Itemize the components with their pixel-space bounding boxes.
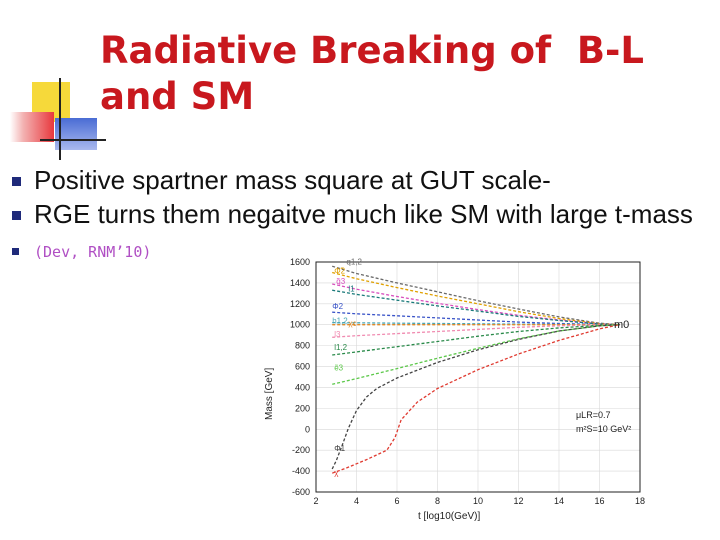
x-tick-label: 6 xyxy=(394,496,399,506)
y-tick-label: 400 xyxy=(295,382,310,392)
annotation-m0: m0 xyxy=(614,319,629,331)
series-label: l1,2 xyxy=(334,343,347,352)
bullet-text: RGE turns them negaitve much like SM wit… xyxy=(34,199,693,229)
x-axis-label: t [log10(GeV)] xyxy=(418,511,480,522)
x-tick-label: 16 xyxy=(594,496,604,506)
bullet-text: Positive spartner mass square at GUT sca… xyxy=(34,165,551,195)
x-tick-label: 18 xyxy=(635,496,645,506)
series-line xyxy=(332,289,620,326)
x-tick-label: 12 xyxy=(513,496,523,506)
series-line xyxy=(331,324,620,474)
citation-text: (Dev, RNM’10) xyxy=(34,243,152,261)
bullet-square-icon xyxy=(12,248,19,255)
y-tick-label: 0 xyxy=(305,424,310,434)
y-tick-label: -600 xyxy=(292,487,310,497)
annotation-ms2: m²S=10 GeV² xyxy=(576,424,631,434)
bullet-item: Positive spartner mass square at GUT sca… xyxy=(12,165,694,195)
series-label: Φ2 xyxy=(332,302,343,311)
series-label: Φ̃2 xyxy=(334,267,345,276)
y-tick-label: 1200 xyxy=(290,299,310,309)
series-line xyxy=(332,324,620,356)
series-label: l3 xyxy=(334,330,341,339)
chart-ticks: 2 4 6 8 10 12 14 16 18 1600 1400 1200 1000 800 600 400 2… xyxy=(290,257,645,506)
y-tick-label: -200 xyxy=(292,445,310,455)
series-line xyxy=(332,311,620,326)
decor-horizontal-line xyxy=(40,139,106,141)
y-tick-label: 200 xyxy=(295,403,310,413)
bullet-list: Positive spartner mass square at GUT sca… xyxy=(12,165,694,261)
decor-vertical-line xyxy=(59,78,61,160)
x-tick-label: 8 xyxy=(435,496,440,506)
series-label: h1,2 xyxy=(332,317,348,326)
annotation-mu-lr: μLR=0.7 xyxy=(576,410,610,420)
series-label: ẽ3 xyxy=(334,364,343,373)
bullet-item: RGE turns them negaitve much like SM wit… xyxy=(12,199,694,229)
mass-running-chart: 2 4 6 8 10 12 14 16 18 1600 1400 1200 1000 800 600 400 2… xyxy=(256,250,652,526)
slide-title: Radiative Breaking of B-L and SM xyxy=(100,29,644,118)
y-tick-label: 1400 xyxy=(290,278,310,288)
y-tick-label: -400 xyxy=(292,466,310,476)
series-label: q1,2 xyxy=(346,258,362,267)
chart-background xyxy=(256,250,652,526)
chart-series-labels: q1,2Φ̃2q̃3l1 Φ2 h1,2 χc l3 l1,2 ẽ3 Φ1 χ xyxy=(332,258,362,478)
x-tick-label: 2 xyxy=(313,496,318,506)
series-label: q̃3 xyxy=(336,277,346,286)
plot-frame xyxy=(315,261,641,493)
bullet-square-icon xyxy=(12,177,21,186)
y-tick-label: 1600 xyxy=(290,257,310,267)
x-tick-label: 10 xyxy=(473,496,483,506)
decor-blue-square xyxy=(55,118,97,150)
series-label: l1 xyxy=(348,284,355,293)
y-tick-label: 800 xyxy=(295,341,310,351)
y-tick-label: 600 xyxy=(295,362,310,372)
bullet-square-icon xyxy=(12,211,21,220)
series-line xyxy=(332,321,620,326)
chart-series xyxy=(331,265,620,474)
y-axis-label: Mass [GeV] xyxy=(264,368,275,420)
x-tick-label: 4 xyxy=(354,496,359,506)
x-tick-label: 14 xyxy=(554,496,564,506)
bullet-item: (Dev, RNM’10) xyxy=(12,243,694,261)
series-label: χ xyxy=(334,468,339,477)
decor-red-square xyxy=(10,112,54,142)
series-label: Φ1 xyxy=(334,444,345,453)
series-line xyxy=(332,324,620,338)
y-tick-label: 1000 xyxy=(290,320,310,330)
series-label: χc xyxy=(348,319,356,328)
